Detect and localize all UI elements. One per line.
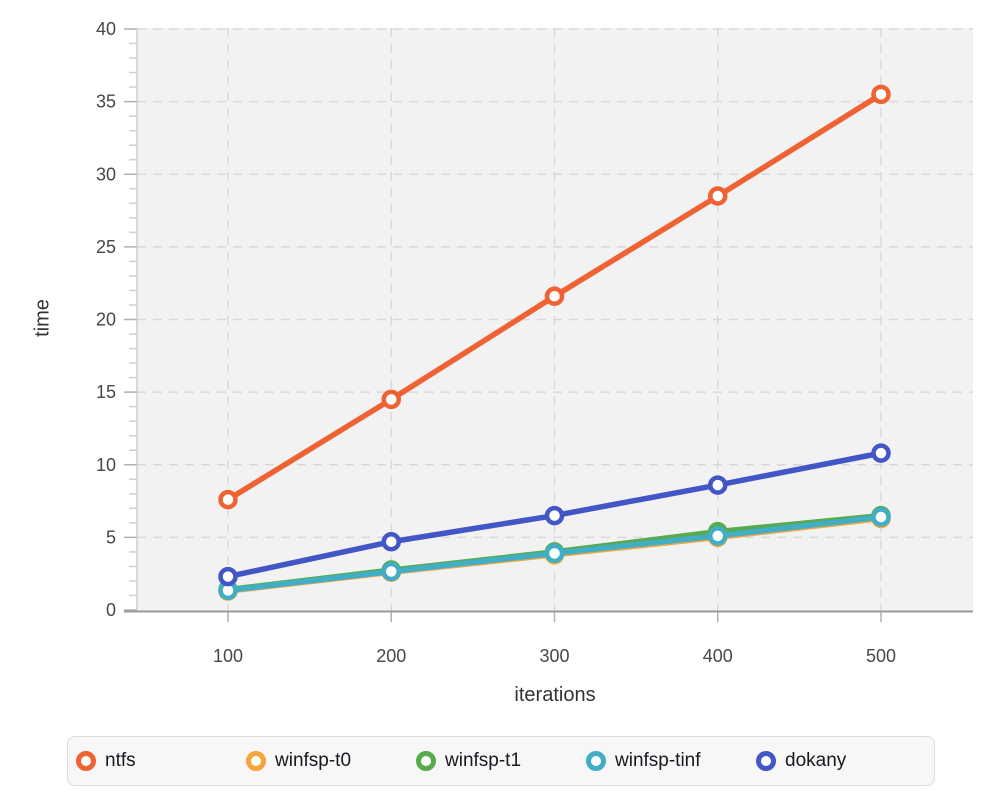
legend-label: ntfs (105, 750, 136, 771)
x-tick-label: 400 (703, 646, 733, 666)
data-point-ntfs (544, 286, 565, 307)
legend-label: winfsp-tinf (615, 750, 701, 771)
legend-marker-winfsp-t0 (246, 751, 266, 771)
data-point-dokany (544, 505, 565, 526)
x-tick-label: 100 (213, 646, 243, 666)
legend-item-winfsp-t1[interactable]: winfsp-t1 (416, 750, 586, 772)
y-axis-title: time (31, 299, 54, 337)
data-point-winfsp-tinf (381, 561, 401, 582)
legend-item-ntfs[interactable]: ntfs (76, 750, 246, 772)
data-point-dokany (708, 475, 728, 495)
y-tick-label: 0 (106, 600, 116, 620)
legend-item-winfsp-t0[interactable]: winfsp-t0 (246, 750, 416, 772)
legend-label: dokany (785, 750, 847, 771)
data-point-ntfs (381, 389, 401, 410)
data-point-ntfs (871, 84, 891, 105)
data-point-dokany (381, 531, 401, 552)
legend-marker-dokany (756, 751, 776, 771)
legend-marker-winfsp-tinf (586, 751, 606, 771)
y-tick-label: 35 (96, 92, 116, 112)
data-point-dokany (218, 566, 238, 587)
legend-item-winfsp-tinf[interactable]: winfsp-tinf (586, 750, 756, 772)
data-point-ntfs (708, 186, 728, 206)
y-tick-label: 30 (96, 164, 116, 184)
y-tick-label: 10 (96, 455, 116, 475)
y-tick-label: 15 (96, 382, 116, 402)
data-point-winfsp-tinf (544, 543, 565, 564)
data-point-winfsp-tinf (708, 526, 728, 546)
x-tick-label: 500 (866, 646, 896, 666)
y-tick-label: 20 (96, 310, 116, 330)
y-tick-label: 25 (96, 237, 116, 257)
x-tick-label: 200 (376, 646, 406, 666)
line-chart: 0 5 10 15 20 25 30 35 40 100 200 300 400 500 (96, 19, 973, 666)
legend-label: winfsp-t1 (445, 750, 522, 771)
legend-label: winfsp-t0 (275, 750, 352, 771)
legend: ntfs winfsp-t0 winfsp-t1 winfsp-tinf dokany (67, 736, 935, 786)
x-tick-label: 300 (539, 646, 569, 666)
x-axis-title: iterations (514, 684, 596, 706)
data-point-dokany (871, 443, 891, 463)
data-point-ntfs (218, 489, 238, 510)
y-tick-label: 40 (96, 19, 116, 39)
legend-item-dokany[interactable]: dokany (756, 750, 926, 772)
data-point-winfsp-tinf (871, 507, 891, 527)
legend-marker-ntfs (76, 751, 96, 771)
y-tick-label: 5 (106, 527, 116, 547)
legend-marker-winfsp-t1 (416, 751, 436, 771)
